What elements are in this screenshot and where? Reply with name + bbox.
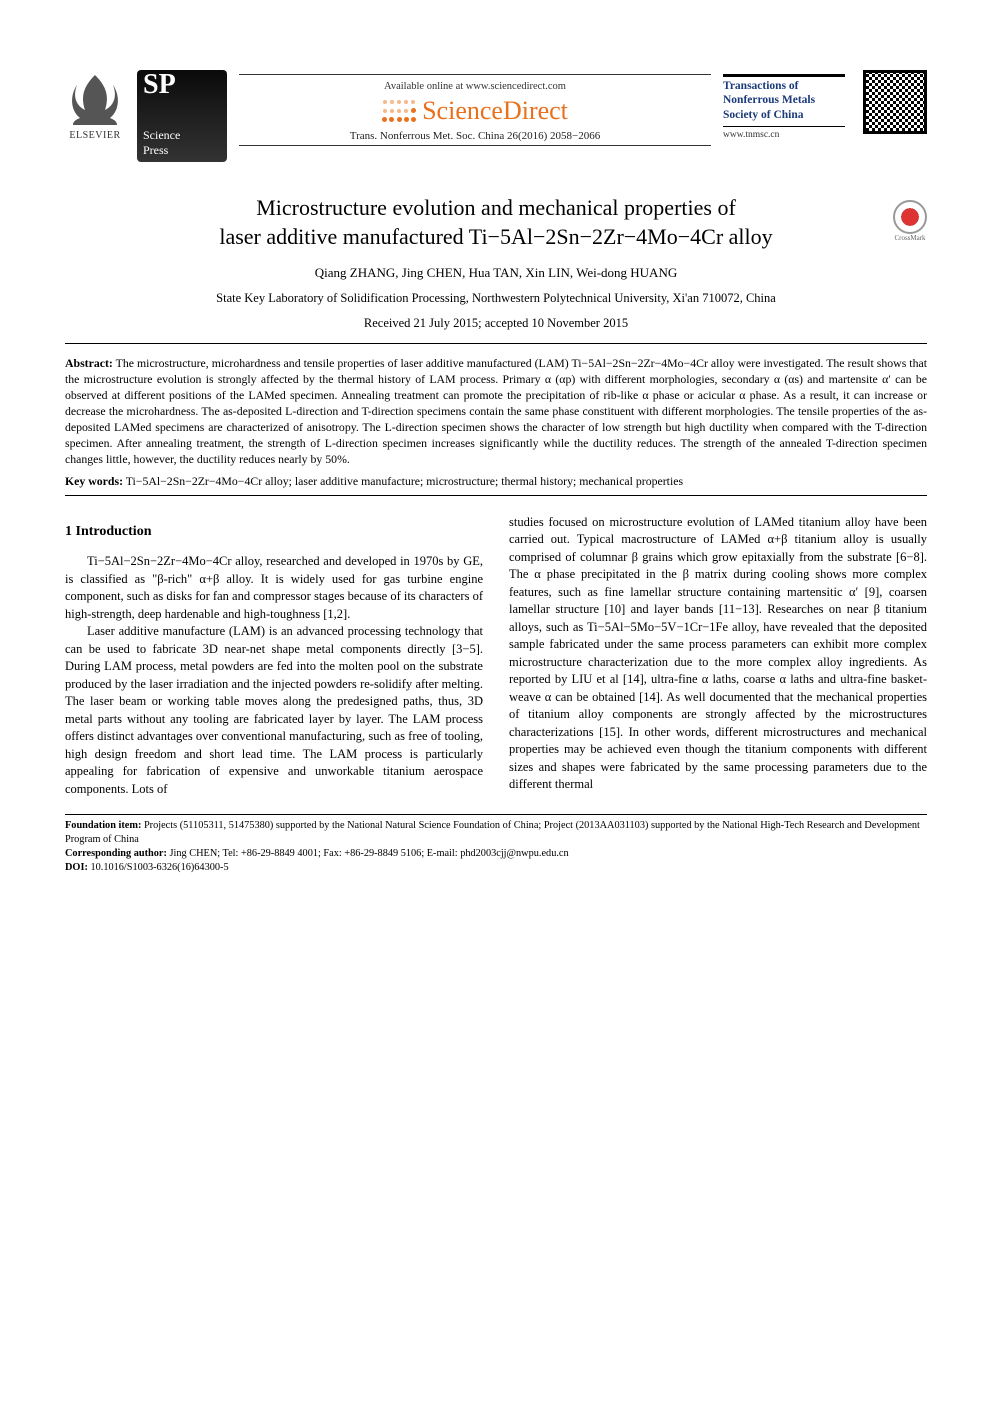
rule-above-abstract xyxy=(65,343,927,344)
doi-line: DOI: 10.1016/S1003-6326(16)64300-5 xyxy=(65,861,927,875)
elsevier-label: ELSEVIER xyxy=(69,130,120,141)
rule-below-keywords xyxy=(65,495,927,496)
journal-title-l2: Nonferrous Metals xyxy=(723,93,845,107)
elsevier-tree-icon xyxy=(65,70,125,130)
elsevier-logo-block: ELSEVIER xyxy=(65,70,125,141)
doi-text: 10.1016/S1003-6326(16)64300-5 xyxy=(88,862,229,873)
abstract-block: Abstract: The microstructure, microhardn… xyxy=(65,356,927,467)
paper-title-line1: Microstructure evolution and mechanical … xyxy=(256,195,736,220)
rule-thin xyxy=(723,126,845,127)
title-block: Microstructure evolution and mechanical … xyxy=(65,194,927,251)
doi-label: DOI: xyxy=(65,862,88,873)
corresponding-author: Corresponding author: Jing CHEN; Tel: +8… xyxy=(65,847,927,861)
qr-code-icon xyxy=(863,70,927,134)
section-1-heading: 1 Introduction xyxy=(65,522,483,542)
keywords-text: Ti−5Al−2Sn−2Zr−4Mo−4Cr alloy; laser addi… xyxy=(123,474,683,488)
sciencedirect-text: ScienceDirect xyxy=(422,96,568,126)
foundation-label: Foundation item: xyxy=(65,820,141,831)
journal-title-l3: Society of China xyxy=(723,108,845,122)
rule-thick-top xyxy=(723,74,845,77)
available-online-text: Available online at www.sciencedirect.co… xyxy=(384,81,566,92)
crossmark-badge[interactable]: CrossMark xyxy=(893,200,927,242)
left-column: 1 Introduction Ti−5Al−2Sn−2Zr−4Mo−4Cr al… xyxy=(65,514,483,799)
science-press-logo: SP Science Press xyxy=(137,70,227,162)
paper-title: Microstructure evolution and mechanical … xyxy=(65,194,927,251)
foundation-item: Foundation item: Projects (51105311, 514… xyxy=(65,819,927,847)
keywords-label: Key words: xyxy=(65,474,123,488)
science-press-text: Science Press xyxy=(143,128,221,158)
keywords-block: Key words: Ti−5Al−2Sn−2Zr−4Mo−4Cr alloy;… xyxy=(65,474,927,489)
body-columns: 1 Introduction Ti−5Al−2Sn−2Zr−4Mo−4Cr al… xyxy=(65,514,927,799)
left-para-2: Laser additive manufacture (LAM) is an a… xyxy=(65,623,483,798)
authors-line: Qiang ZHANG, Jing CHEN, Hua TAN, Xin LIN… xyxy=(65,265,927,281)
journal-url: www.tnmsc.cn xyxy=(723,129,845,140)
crossmark-icon xyxy=(893,200,927,234)
foundation-text: Projects (51105311, 51475380) supported … xyxy=(65,820,920,845)
crossmark-label: CrossMark xyxy=(894,234,925,242)
footnotes-block: Foundation item: Projects (51105311, 514… xyxy=(65,814,927,875)
abstract-label: Abstract: xyxy=(65,356,113,370)
citation-line: Trans. Nonferrous Met. Soc. China 26(201… xyxy=(350,130,601,142)
journal-title: Transactions of Nonferrous Metals Societ… xyxy=(723,79,845,122)
right-column: studies focused on microstructure evolut… xyxy=(509,514,927,799)
sciencedirect-dots-icon xyxy=(382,99,416,123)
received-line: Received 21 July 2015; accepted 10 Novem… xyxy=(65,316,927,331)
sciencedirect-logo: ScienceDirect xyxy=(382,96,568,126)
journal-header: ELSEVIER SP Science Press Available onli… xyxy=(65,70,927,162)
corr-text: Jing CHEN; Tel: +86-29-8849 4001; Fax: +… xyxy=(167,848,569,859)
left-para-1: Ti−5Al−2Sn−2Zr−4Mo−4Cr alloy, researched… xyxy=(65,553,483,623)
sp-line2: Press xyxy=(143,143,221,158)
header-center: Available online at www.sciencedirect.co… xyxy=(239,74,711,146)
paper-title-line2: laser additive manufactured Ti−5Al−2Sn−2… xyxy=(219,224,772,249)
corr-label: Corresponding author: xyxy=(65,848,167,859)
right-para-1: studies focused on microstructure evolut… xyxy=(509,514,927,794)
sp-line1: Science xyxy=(143,128,221,143)
abstract-text: The microstructure, microhardness and te… xyxy=(65,356,927,466)
affiliation-line: State Key Laboratory of Solidification P… xyxy=(65,291,927,306)
journal-title-block: Transactions of Nonferrous Metals Societ… xyxy=(723,70,845,140)
science-press-initials: SP xyxy=(143,74,221,96)
journal-title-l1: Transactions of xyxy=(723,79,845,93)
